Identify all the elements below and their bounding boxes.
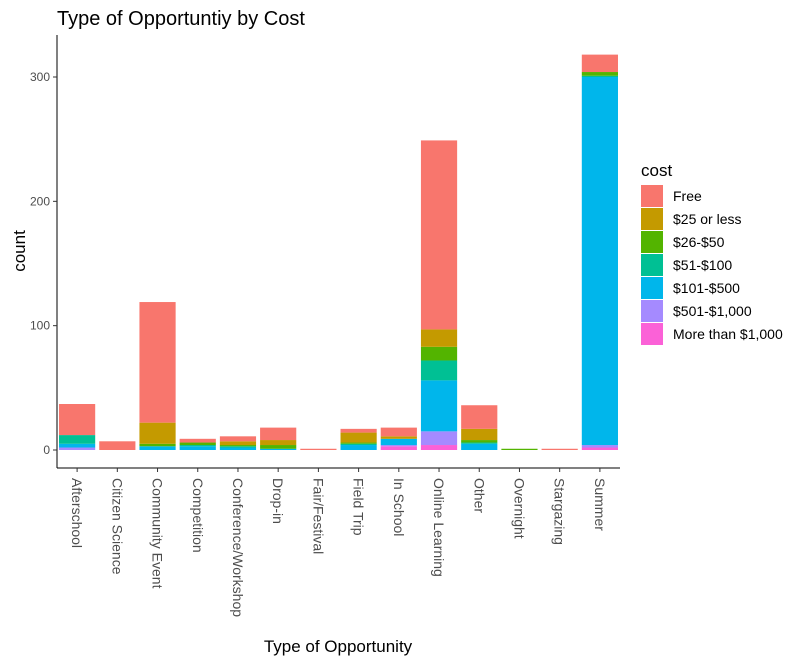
legend-key-26-50 — [641, 231, 663, 253]
bar-competition-26-50 — [179, 442, 216, 446]
legend-label-101-500: $101-$500 — [673, 280, 740, 296]
bar-afterschool-501-1-000 — [59, 447, 96, 450]
bar-summer-101-500 — [581, 77, 618, 446]
x-tick-label-other: Other — [471, 478, 487, 513]
bar-online-learning-501-1-000 — [420, 431, 458, 446]
bar-field-trip-25-or-less — [340, 432, 377, 443]
x-tick-label-citizen-science: Citizen Science — [109, 478, 125, 575]
bar-in-school-501-1-000 — [380, 445, 417, 447]
bar-online-learning-25-or-less — [420, 329, 458, 347]
bar-competition-51-100 — [179, 445, 216, 447]
bar-fair-festival-free — [300, 448, 337, 450]
legend-label-51-100: $51-$100 — [673, 257, 732, 273]
x-ticks: Afterschool Citizen Science Community Even… — [69, 468, 608, 617]
bar-competition-free — [179, 438, 216, 443]
bar-in-school-more-than-1-000 — [380, 446, 417, 450]
legend-label-501-1-000: $501-$1,000 — [673, 303, 752, 319]
x-tick-label-online-learning: Online Learning — [431, 478, 447, 577]
bar-drop-in-101-500 — [260, 448, 297, 450]
legend-key-501-1-000 — [641, 300, 663, 322]
legend-key-25-or-less — [641, 208, 663, 230]
bar-drop-in-25-or-less — [260, 440, 297, 446]
legend-label-free: Free — [673, 188, 702, 204]
x-tick-label-overnight: Overnight — [512, 478, 528, 539]
bar-summer-501-1-000 — [581, 445, 618, 448]
bar-other-51-100 — [461, 442, 498, 444]
bar-online-learning-free — [420, 140, 458, 330]
x-tick-label-drop-in: Drop-in — [270, 478, 286, 524]
bar-drop-in-free — [260, 427, 297, 441]
legend-label-25-or-less: $25 or less — [673, 211, 741, 227]
legend-key-more-than-1-000 — [641, 323, 663, 345]
bar-conference-workshop-25-or-less — [219, 441, 257, 446]
x-tick-label-competition: Competition — [190, 478, 206, 553]
legend-title: cost — [641, 161, 672, 180]
x-tick-label-stargazing: Stargazing — [552, 478, 568, 545]
legend-key-free — [641, 185, 663, 207]
bar-summer-free — [581, 54, 618, 73]
bar-online-learning-more-than-1-000 — [420, 445, 458, 450]
x-tick-label-fair-festival: Fair/Festival — [310, 478, 326, 554]
bar-other-26-50 — [461, 440, 498, 443]
legend-label-more-than-1-000: More than $1,000 — [673, 326, 783, 342]
bar-other-25-or-less — [461, 428, 498, 441]
bar-field-trip-26-50 — [340, 442, 377, 444]
bar-field-trip-free — [340, 428, 377, 433]
y-tick-label: 200 — [30, 194, 50, 208]
bar-afterschool-101-500 — [59, 443, 96, 448]
y-tick-label: 300 — [30, 70, 50, 84]
bar-summer-more-than-1-000 — [581, 447, 618, 450]
bar-in-school-25-or-less — [380, 436, 417, 439]
bar-field-trip-101-500 — [340, 445, 377, 450]
legend-key-51-100 — [641, 254, 663, 276]
x-tick-label-in-school: In School — [391, 478, 407, 536]
x-axis-title: Type of Opportunity — [264, 637, 413, 656]
chart-title: Type of Opportuntiy by Cost — [57, 8, 305, 30]
bar-overnight-26-50 — [501, 448, 538, 450]
x-tick-label-field-trip: Field Trip — [351, 478, 367, 536]
x-tick-label-afterschool: Afterschool — [69, 478, 85, 548]
bar-drop-in-26-50 — [260, 445, 297, 449]
bar-other-101-500 — [461, 443, 498, 450]
bars-layer — [59, 54, 618, 450]
x-tick-label-community-event: Community Event — [150, 478, 166, 589]
bar-community-event-101-500 — [139, 446, 176, 450]
bar-citizen-science-free — [99, 441, 136, 450]
bar-community-event-26-50 — [139, 443, 176, 447]
y-tick-label: 100 — [30, 319, 50, 333]
bar-in-school-free — [380, 427, 417, 437]
bar-community-event-free — [139, 302, 176, 423]
bar-conference-workshop-51-100 — [219, 446, 257, 448]
bar-afterschool-free — [59, 404, 96, 436]
y-tick-label: 0 — [43, 443, 50, 457]
bar-summer-51-100 — [581, 75, 618, 77]
legend: cost Free $25 or less $26-$50 $51-$100 $101-… — [641, 161, 783, 345]
x-tick-label-summer: Summer — [592, 478, 608, 531]
bar-stargazing-free — [541, 448, 578, 450]
y-ticks: 0 100 200 300 — [30, 70, 57, 457]
bar-conference-workshop-free — [219, 436, 257, 442]
x-tick-label-conference-workshop: Conference/Workshop — [230, 478, 246, 617]
bar-in-school-101-500 — [380, 438, 417, 446]
bar-online-learning-101-500 — [420, 380, 458, 432]
bar-summer-26-50 — [581, 72, 618, 76]
bar-conference-workshop-26-50 — [219, 445, 257, 447]
y-axis-title: count — [10, 230, 29, 272]
bar-afterschool-51-100 — [59, 435, 96, 444]
bar-online-learning-51-100 — [420, 360, 458, 381]
bar-competition-101-500 — [179, 446, 216, 450]
bar-conference-workshop-101-500 — [219, 447, 257, 450]
bar-other-free — [461, 405, 498, 429]
bar-community-event-25-or-less — [139, 422, 176, 444]
bar-online-learning-26-50 — [420, 346, 458, 361]
legend-key-101-500 — [641, 277, 663, 299]
bar-field-trip-51-100 — [340, 443, 377, 446]
legend-label-26-50: $26-$50 — [673, 234, 725, 250]
